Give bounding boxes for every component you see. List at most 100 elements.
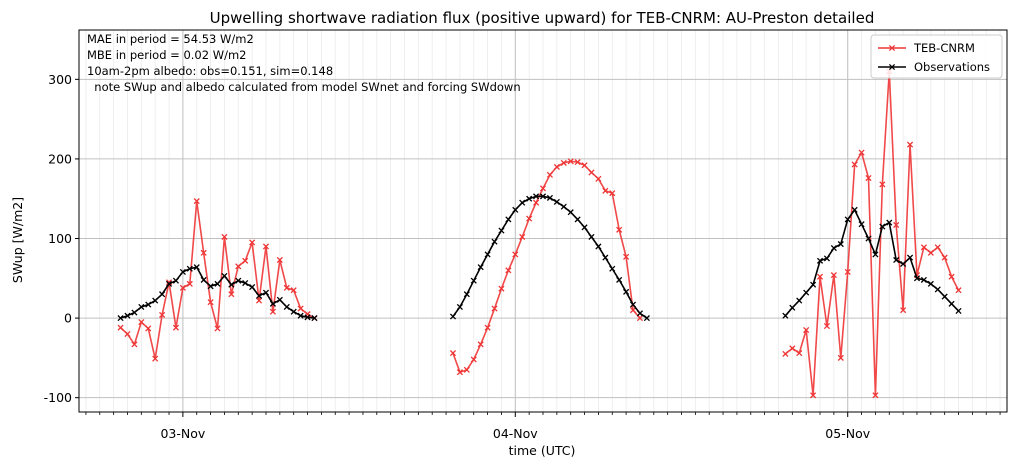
data-point-teb-cnrm (228, 291, 235, 298)
data-point-observations (186, 265, 193, 272)
data-point-teb-cnrm (519, 233, 526, 240)
data-point-teb-cnrm (574, 159, 581, 166)
data-point-teb-cnrm (553, 163, 560, 170)
data-point-observations (235, 277, 242, 284)
data-point-observations (789, 304, 796, 311)
data-point-observations (124, 312, 131, 319)
series-line-teb-cnrm (784, 70, 960, 397)
data-point-teb-cnrm (491, 305, 498, 312)
data-point-teb-cnrm (623, 253, 630, 260)
data-point-teb-cnrm (200, 249, 207, 256)
legend-item-observations: Observations (878, 60, 990, 74)
data-point-teb-cnrm (477, 341, 484, 348)
data-point-observations (290, 308, 297, 315)
data-point-teb-cnrm (249, 239, 256, 246)
data-point-teb-cnrm (484, 324, 491, 331)
data-point-teb-cnrm (526, 215, 533, 222)
data-point-observations (179, 268, 186, 275)
data-point-teb-cnrm (796, 350, 803, 357)
data-point-observations (837, 241, 844, 248)
data-point-teb-cnrm (851, 161, 858, 168)
data-point-observations (844, 216, 851, 223)
legend-marker (888, 63, 896, 71)
data-point-observations (865, 235, 872, 242)
data-point-teb-cnrm (145, 325, 152, 332)
data-point-observations (941, 293, 948, 300)
data-point-observations (145, 301, 152, 308)
data-point-teb-cnrm (131, 341, 138, 348)
data-point-observations (934, 286, 941, 293)
data-point-teb-cnrm (872, 392, 879, 399)
legend: TEB-CNRM Observations (870, 34, 1003, 79)
data-point-teb-cnrm (567, 158, 574, 165)
data-point-observations (249, 283, 256, 291)
data-point-teb-cnrm (262, 243, 270, 250)
data-point-observations (165, 280, 173, 287)
x-tick-label: 04-Nov (493, 426, 538, 441)
data-point-teb-cnrm (470, 356, 477, 363)
data-point-teb-cnrm (256, 297, 263, 304)
data-point-observations (913, 275, 921, 282)
data-point-observations (920, 276, 927, 283)
data-point-observations (304, 314, 311, 321)
data-point-teb-cnrm (138, 319, 145, 326)
data-point-teb-cnrm (269, 308, 276, 315)
data-point-observations (283, 303, 290, 311)
data-point-observations (449, 313, 457, 320)
data-point-observations (574, 216, 581, 223)
data-point-observations (616, 276, 623, 283)
data-point-observations (539, 193, 547, 200)
data-point-observations (470, 277, 477, 284)
data-point-observations (803, 289, 810, 296)
data-point-observations (533, 193, 540, 200)
data-point-teb-cnrm (152, 355, 159, 362)
data-point-observations (477, 264, 484, 271)
data-point-teb-cnrm (816, 273, 824, 280)
data-point-observations (172, 277, 180, 284)
data-point-observations (948, 300, 955, 307)
data-point-observations (886, 219, 893, 226)
data-point-observations (595, 243, 602, 250)
data-point-observations (526, 195, 533, 202)
data-point-observations (117, 315, 124, 322)
minor-grid (85, 30, 1001, 412)
chart-title: Upwelling shortwave radiation flux (posi… (210, 9, 875, 27)
series-layer (117, 68, 962, 399)
data-point-observations (629, 301, 637, 308)
x-axis-label: time (UTC) (509, 443, 576, 458)
data-point-teb-cnrm (124, 330, 131, 338)
data-point-teb-cnrm (539, 185, 547, 192)
data-point-observations (498, 227, 505, 234)
data-point-observations (214, 280, 221, 287)
data-point-teb-cnrm (629, 307, 637, 314)
data-point-teb-cnrm (948, 273, 955, 280)
y-axis-ticks: -100 0 100 200 300 (44, 72, 79, 405)
annotation-mae: MAE in period = 54.53 W/m2 (87, 32, 254, 46)
data-point-observations (858, 221, 865, 228)
data-point-observations (900, 260, 907, 268)
data-point-observations (519, 199, 526, 206)
data-point-observations (893, 256, 900, 264)
data-point-observations (207, 283, 214, 290)
data-point-observations (138, 303, 145, 311)
data-point-teb-cnrm (934, 244, 941, 251)
data-point-observations (879, 223, 886, 230)
annotation-note: note SWup and albedo calculated from mod… (87, 80, 521, 94)
data-point-teb-cnrm (927, 249, 934, 256)
data-point-observations (484, 251, 491, 258)
y-tick-label: -100 (44, 390, 72, 405)
data-point-teb-cnrm (456, 369, 463, 376)
series-line-teb-cnrm (452, 160, 641, 374)
data-point-teb-cnrm (581, 162, 588, 169)
data-point-observations (588, 233, 595, 240)
data-point-observations (602, 254, 609, 261)
data-point-teb-cnrm (595, 175, 602, 182)
data-point-teb-cnrm (602, 187, 609, 194)
data-point-teb-cnrm (588, 169, 595, 176)
data-point-teb-cnrm (823, 322, 830, 330)
data-point-observations (816, 257, 824, 264)
data-point-teb-cnrm (235, 263, 242, 270)
data-point-observations (643, 315, 650, 322)
series-line-observations (452, 195, 648, 319)
data-point-observations (242, 280, 249, 287)
